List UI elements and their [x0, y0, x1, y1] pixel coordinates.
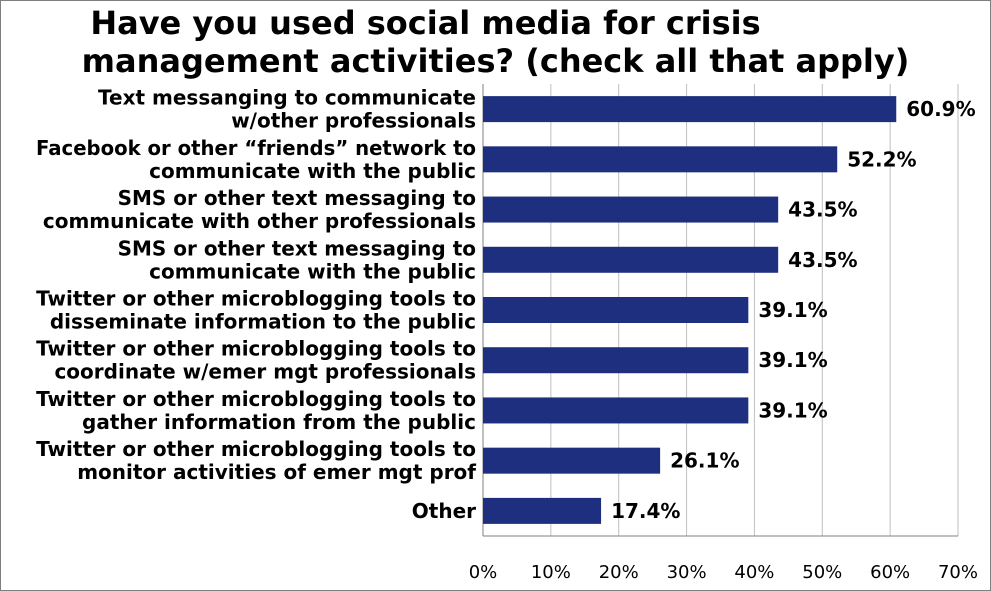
data-label: 43.5% — [788, 248, 857, 272]
bar — [483, 347, 749, 374]
category-label: Other — [412, 499, 476, 523]
bar — [483, 497, 602, 524]
category-label: coordinate w/emer mgt professionals — [54, 360, 476, 384]
x-tick-label: 20% — [599, 562, 639, 583]
category-label: w/other professionals — [231, 109, 476, 133]
category-label: communicate with the public — [149, 159, 476, 183]
x-tick-label: 10% — [531, 562, 571, 583]
chart-title: Have you used social media for crisis ma… — [0, 4, 991, 80]
bar — [483, 196, 779, 223]
x-tick-label: 30% — [667, 562, 707, 583]
data-label: 39.1% — [758, 398, 827, 422]
data-label: 60.9% — [906, 97, 975, 121]
category-label: SMS or other text messaging to — [118, 236, 476, 260]
category-label: Twitter or other microblogging tools to — [36, 287, 476, 311]
category-label: Twitter or other microblogging tools to — [36, 437, 476, 461]
category-label: monitor activities of emer mgt prof — [77, 460, 476, 484]
bar-layer — [483, 96, 897, 524]
category-label: disseminate information to the public — [50, 310, 476, 334]
data-label: 52.2% — [847, 147, 916, 171]
data-label: 43.5% — [788, 198, 857, 222]
x-tick-label: 70% — [938, 562, 978, 583]
category-label: Twitter or other microblogging tools to — [36, 337, 476, 361]
x-tick-label: 50% — [802, 562, 842, 583]
x-tick-label: 40% — [734, 562, 774, 583]
data-label: 39.1% — [758, 298, 827, 322]
category-label: Facebook or other “friends” network to — [36, 136, 476, 160]
bar — [483, 146, 838, 173]
data-label: 26.1% — [670, 449, 739, 473]
bar — [483, 447, 661, 474]
category-label: Text messanging to communicate — [98, 86, 476, 110]
category-label: SMS or other text messaging to — [118, 186, 476, 210]
bar — [483, 397, 749, 424]
bar — [483, 96, 897, 123]
category-label: gather information from the public — [82, 410, 476, 434]
category-label: communicate with the public — [149, 259, 476, 283]
category-label: communicate with other professionals — [43, 209, 476, 233]
category-label: Twitter or other microblogging tools to — [36, 387, 476, 411]
bar — [483, 297, 749, 323]
x-tick-label: 0% — [469, 562, 498, 583]
bar — [483, 246, 779, 273]
x-tick-label: 60% — [870, 562, 910, 583]
data-label: 39.1% — [758, 348, 827, 372]
label-layer: 0% 10% 20% 30% 40% 50% 60% 70% 60.9% Text messang… — [36, 86, 978, 583]
chart-title-line-2: management activities? (check all that a… — [81, 42, 910, 80]
data-label: 17.4% — [611, 499, 680, 523]
chart-title-line-1: Have you used social media for crisis — [90, 4, 761, 42]
